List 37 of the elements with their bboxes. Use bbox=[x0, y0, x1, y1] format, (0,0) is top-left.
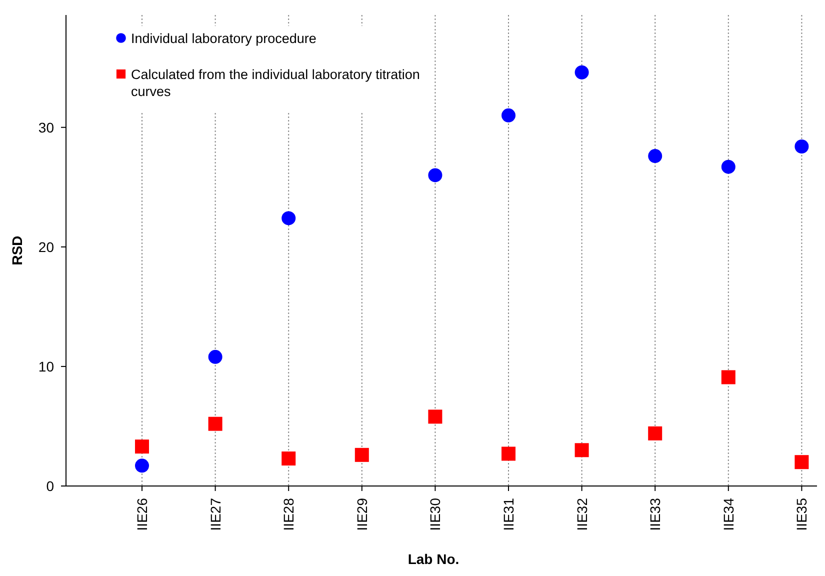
point bbox=[354, 448, 369, 462]
x-tick-label: IIE34 bbox=[720, 498, 736, 531]
point bbox=[428, 168, 442, 182]
y-tick-label: 10 bbox=[38, 358, 54, 374]
point bbox=[135, 440, 149, 454]
x-tick-label: IIE30 bbox=[427, 498, 444, 531]
y-tick-label: 20 bbox=[38, 238, 54, 255]
y-axis-title: RSD bbox=[9, 236, 25, 266]
point bbox=[502, 446, 516, 461]
point bbox=[502, 108, 516, 122]
x-tick-label: IIE32 bbox=[574, 498, 590, 531]
x-tick-label: IIE29 bbox=[354, 498, 370, 531]
x-tick-label: IIE35 bbox=[794, 498, 810, 531]
point bbox=[282, 211, 296, 226]
point bbox=[135, 458, 149, 473]
x-tick-label: IIE27 bbox=[207, 498, 224, 531]
point bbox=[282, 452, 296, 466]
legend-label: Individual laboratory procedure bbox=[131, 31, 316, 46]
point bbox=[794, 139, 809, 154]
point bbox=[574, 65, 589, 80]
point bbox=[208, 350, 222, 364]
x-tick-label: IIE31 bbox=[500, 498, 516, 531]
point bbox=[794, 455, 809, 470]
y-tick-label: 30 bbox=[38, 119, 54, 136]
legend-label: Calculated from the individual laboratory titration curves bbox=[131, 67, 420, 99]
x-tick-label: IIE26 bbox=[134, 498, 150, 531]
x-tick-label: IIE33 bbox=[647, 498, 664, 531]
point bbox=[721, 160, 736, 174]
point bbox=[428, 410, 442, 424]
x-axis-title: Lab No. bbox=[408, 551, 460, 567]
point bbox=[208, 416, 222, 431]
point bbox=[648, 149, 662, 164]
x-tick-label: IIE28 bbox=[280, 498, 297, 531]
point bbox=[574, 443, 589, 458]
point bbox=[721, 370, 736, 384]
y-tick-label: 0 bbox=[46, 478, 54, 494]
point bbox=[648, 426, 662, 440]
